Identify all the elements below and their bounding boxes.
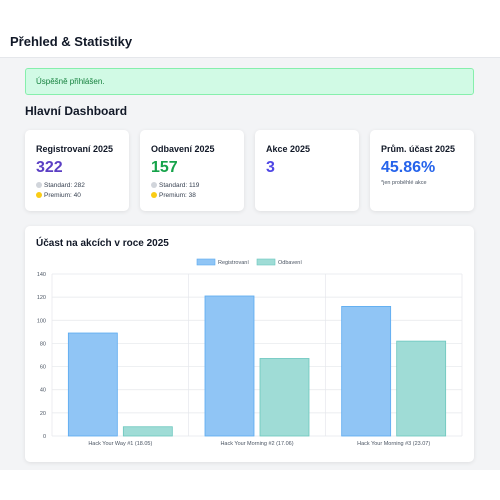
stat-card-events: Akce 2025 3: [255, 130, 359, 211]
top-bar: Přehled & Statistiky: [0, 0, 500, 58]
main-content: Úspěšně přihlášen. Hlavní Dashboard Regi…: [0, 58, 500, 470]
card-value: 157: [151, 159, 178, 176]
chart-title: Účast na akcích v roce 2025: [36, 238, 169, 249]
premium-dot-icon: [151, 192, 157, 198]
stat-card-attendance: Prům. účast 2025 45.86% *jen proběhlé ak…: [370, 130, 474, 211]
attendance-chart: 0 20 40 60 80 100 120 140 Hack Your Way #1 (18.0…: [37, 258, 463, 447]
y-tick-label: 80: [40, 341, 46, 347]
card-sub-standard: Standard: 119: [151, 182, 199, 189]
y-tick-label: 100: [37, 318, 46, 324]
bar-checked-in: [122, 426, 173, 437]
attendance-chart-card: Účast na akcích v roce 2025 0 20 40 60 80 100…: [25, 226, 474, 462]
card-label: Registrovaní 2025: [36, 144, 114, 154]
card-note: *jen proběhlé akce: [381, 180, 427, 186]
bar-registered: [67, 332, 118, 437]
card-sub-standard: Standard: 282: [36, 182, 85, 189]
stat-card-checked-in: Odbavení 2025 157 Standard: 119 Premium:…: [140, 130, 244, 211]
card-label: Akce 2025: [266, 144, 311, 154]
y-tick-label: 40: [40, 388, 46, 394]
card-sub-text: Premium: 38: [159, 192, 196, 199]
bar-registered: [341, 306, 392, 437]
y-tick-label: 0: [43, 434, 46, 440]
card-label: Prům. účast 2025: [381, 144, 456, 154]
card-sub-premium: Premium: 40: [36, 192, 81, 199]
legend-label: Odbavení: [278, 260, 302, 266]
bar-checked-in: [396, 340, 447, 437]
card-value: 3: [266, 159, 275, 176]
dashboard-title: Hlavní Dashboard: [25, 104, 128, 118]
card-value: 322: [36, 159, 63, 176]
legend-swatch: [256, 258, 276, 266]
card-sub-premium: Premium: 38: [151, 192, 196, 199]
y-tick-label: 140: [37, 272, 46, 278]
bottom-strip: [0, 470, 500, 500]
legend-swatch: [196, 258, 216, 266]
y-tick-label: 60: [40, 365, 46, 371]
y-tick-label: 20: [40, 411, 46, 417]
standard-dot-icon: [36, 182, 42, 188]
card-label: Odbavení 2025: [151, 144, 215, 154]
bar-registered: [204, 295, 255, 437]
x-tick-label: Hack Your Way #1 (18.05): [88, 441, 152, 447]
bar-checked-in: [259, 358, 310, 437]
card-sub-text: Premium: 40: [44, 192, 81, 199]
card-value: 45.86%: [381, 159, 436, 176]
standard-dot-icon: [151, 182, 157, 188]
x-tick-label: Hack Your Morning #3 (23.07): [357, 441, 430, 447]
x-tick-label: Hack Your Morning #2 (17.06): [220, 441, 293, 447]
y-tick-label: 120: [37, 295, 46, 301]
card-sub-text: Standard: 119: [159, 182, 200, 189]
stat-card-registered: Registrovaní 2025 322 Standard: 282 Prem…: [25, 130, 129, 211]
success-alert: Úspěšně přihlášen.: [25, 68, 474, 95]
legend-label: Registrovaní: [218, 260, 249, 266]
card-sub-text: Standard: 282: [44, 182, 85, 189]
page-title: Přehled & Statistiky: [10, 34, 133, 49]
premium-dot-icon: [36, 192, 42, 198]
